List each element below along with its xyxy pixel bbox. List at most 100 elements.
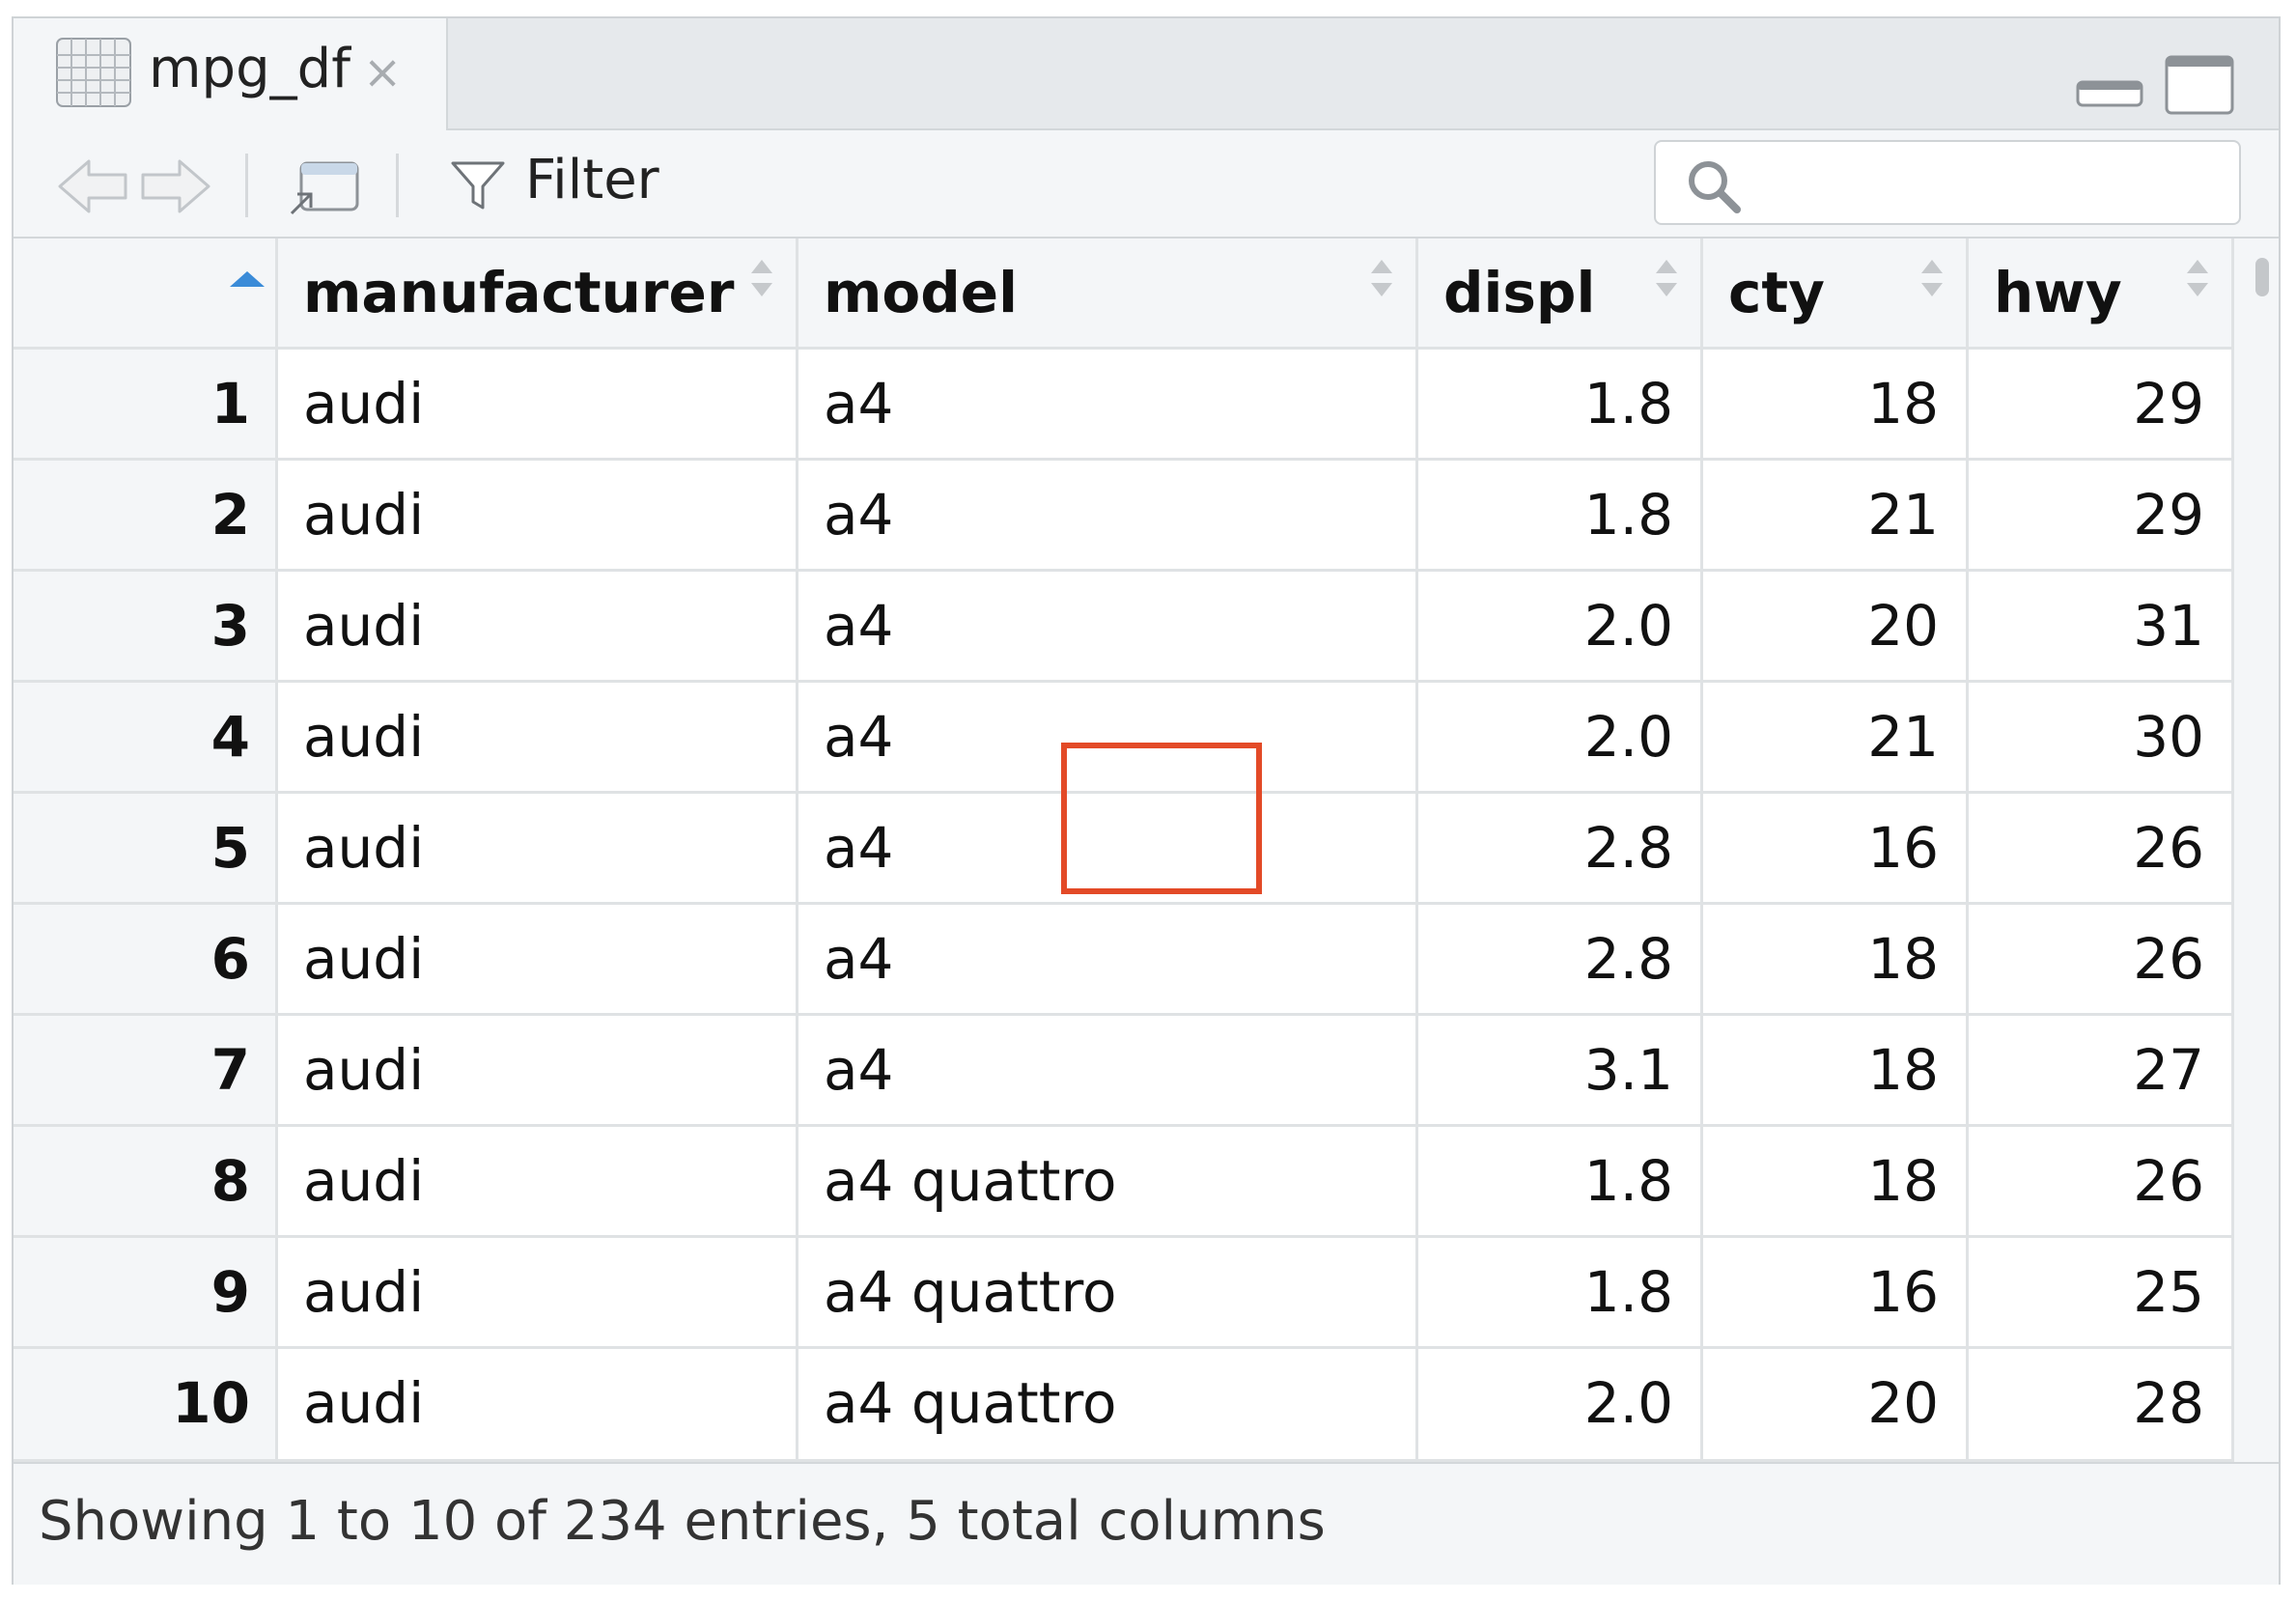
sort-toggle-icon — [1371, 260, 1392, 296]
toolbar: Filter — [14, 130, 2279, 239]
cell-model[interactable]: a4 — [798, 461, 1418, 572]
cell-manufacturer[interactable]: audi — [278, 683, 798, 794]
data-viewer-panel: mpg_df × Filter — [12, 16, 2281, 1585]
cell-manufacturer[interactable]: audi — [278, 1016, 798, 1127]
cell-manufacturer[interactable]: audi — [278, 572, 798, 683]
row-index-header[interactable] — [14, 239, 278, 350]
cell-cty[interactable]: 18 — [1703, 1127, 1969, 1238]
row-number: 5 — [14, 794, 278, 905]
toolbar-divider — [396, 154, 399, 217]
table-row[interactable]: 8 audi a4 quattro 1.8 18 26 — [14, 1127, 2234, 1238]
cell-model[interactable]: a4 quattro — [798, 1238, 1418, 1349]
cell-hwy[interactable]: 29 — [1969, 461, 2234, 572]
cell-cty[interactable]: 21 — [1703, 683, 1969, 794]
filter-icon[interactable] — [450, 159, 506, 213]
cell-model[interactable]: a4 — [798, 683, 1418, 794]
cell-displ[interactable]: 1.8 — [1418, 350, 1703, 461]
entries-summary: Showing 1 to 10 of 234 entries, 5 total … — [39, 1490, 1326, 1553]
cell-manufacturer[interactable]: audi — [278, 350, 798, 461]
cell-hwy[interactable]: 26 — [1969, 1127, 2234, 1238]
scrollbar-thumb[interactable] — [2255, 258, 2269, 296]
table-row[interactable]: 10 audi a4 quattro 2.0 20 28 — [14, 1349, 2234, 1462]
cell-model[interactable]: a4 — [798, 794, 1418, 905]
row-number: 1 — [14, 350, 278, 461]
table-row[interactable]: 5 audi a4 2.8 16 26 — [14, 794, 2234, 905]
row-number: 2 — [14, 461, 278, 572]
row-number: 6 — [14, 905, 278, 1016]
cell-displ[interactable]: 1.8 — [1418, 461, 1703, 572]
popout-window-icon[interactable] — [288, 157, 361, 217]
table-row[interactable]: 4 audi a4 2.0 21 30 — [14, 683, 2234, 794]
cell-displ[interactable]: 2.0 — [1418, 1349, 1703, 1462]
forward-arrow-icon[interactable] — [139, 157, 212, 215]
cell-hwy[interactable]: 31 — [1969, 572, 2234, 683]
cell-model[interactable]: a4 quattro — [798, 1349, 1418, 1462]
cell-cty[interactable]: 21 — [1703, 461, 1969, 572]
tab-bar: mpg_df × — [14, 18, 2279, 130]
cell-displ[interactable]: 2.0 — [1418, 683, 1703, 794]
cell-model[interactable]: a4 quattro — [798, 1127, 1418, 1238]
cell-cty[interactable]: 18 — [1703, 905, 1969, 1016]
cell-model[interactable]: a4 — [798, 350, 1418, 461]
search-icon — [1689, 161, 1741, 213]
cell-cty[interactable]: 20 — [1703, 1349, 1969, 1462]
row-number: 9 — [14, 1238, 278, 1349]
cell-manufacturer[interactable]: audi — [278, 1349, 798, 1462]
cell-manufacturer[interactable]: audi — [278, 794, 798, 905]
column-header-manufacturer[interactable]: manufacturer — [278, 239, 798, 350]
cell-model[interactable]: a4 — [798, 905, 1418, 1016]
tab-mpg-df[interactable]: mpg_df × — [14, 18, 448, 130]
cell-hwy[interactable]: 30 — [1969, 683, 2234, 794]
close-icon[interactable]: × — [363, 45, 403, 99]
cell-cty[interactable]: 20 — [1703, 572, 1969, 683]
row-number: 7 — [14, 1016, 278, 1127]
column-header-hwy[interactable]: hwy — [1969, 239, 2234, 350]
table-row[interactable]: 6 audi a4 2.8 18 26 — [14, 905, 2234, 1016]
sort-ascending-icon — [230, 271, 265, 287]
cell-hwy[interactable]: 26 — [1969, 905, 2234, 1016]
column-header-displ[interactable]: displ — [1418, 239, 1703, 350]
cell-model[interactable]: a4 — [798, 1016, 1418, 1127]
minimize-pane-icon[interactable] — [2076, 78, 2143, 107]
table-row[interactable]: 1 audi a4 1.8 18 29 — [14, 350, 2234, 461]
cell-hwy[interactable]: 29 — [1969, 350, 2234, 461]
cell-cty[interactable]: 16 — [1703, 794, 1969, 905]
status-bar: Showing 1 to 10 of 234 entries, 5 total … — [14, 1462, 2279, 1585]
column-header-model[interactable]: model — [798, 239, 1418, 350]
cell-hwy[interactable]: 25 — [1969, 1238, 2234, 1349]
cell-manufacturer[interactable]: audi — [278, 461, 798, 572]
cell-displ[interactable]: 1.8 — [1418, 1238, 1703, 1349]
cell-manufacturer[interactable]: audi — [278, 1238, 798, 1349]
tab-title: mpg_df — [149, 38, 350, 100]
highlight-rectangle — [1061, 743, 1262, 894]
cell-hwy[interactable]: 27 — [1969, 1016, 2234, 1127]
cell-cty[interactable]: 16 — [1703, 1238, 1969, 1349]
cell-displ[interactable]: 2.8 — [1418, 905, 1703, 1016]
row-number: 3 — [14, 572, 278, 683]
cell-cty[interactable]: 18 — [1703, 350, 1969, 461]
back-arrow-icon[interactable] — [56, 157, 129, 215]
search-input[interactable] — [1654, 140, 2241, 225]
table-row[interactable]: 7 audi a4 3.1 18 27 — [14, 1016, 2234, 1127]
column-header-cty[interactable]: cty — [1703, 239, 1969, 350]
table-grid-icon — [56, 38, 131, 107]
table-row[interactable]: 3 audi a4 2.0 20 31 — [14, 572, 2234, 683]
cell-displ[interactable]: 2.8 — [1418, 794, 1703, 905]
vertical-scrollbar[interactable] — [2236, 239, 2277, 1462]
cell-manufacturer[interactable]: audi — [278, 905, 798, 1016]
cell-displ[interactable]: 3.1 — [1418, 1016, 1703, 1127]
cell-displ[interactable]: 2.0 — [1418, 572, 1703, 683]
maximize-pane-icon[interactable] — [2165, 55, 2234, 115]
table-row[interactable]: 9 audi a4 quattro 1.8 16 25 — [14, 1238, 2234, 1349]
cell-displ[interactable]: 1.8 — [1418, 1127, 1703, 1238]
cell-hwy[interactable]: 28 — [1969, 1349, 2234, 1462]
sort-toggle-icon — [751, 260, 772, 296]
cell-hwy[interactable]: 26 — [1969, 794, 2234, 905]
cell-model[interactable]: a4 — [798, 572, 1418, 683]
cell-manufacturer[interactable]: audi — [278, 1127, 798, 1238]
data-table: manufacturer model displ cty hwy 1 au — [14, 239, 2234, 1462]
filter-button[interactable]: Filter — [525, 149, 659, 211]
row-number: 8 — [14, 1127, 278, 1238]
cell-cty[interactable]: 18 — [1703, 1016, 1969, 1127]
table-row[interactable]: 2 audi a4 1.8 21 29 — [14, 461, 2234, 572]
